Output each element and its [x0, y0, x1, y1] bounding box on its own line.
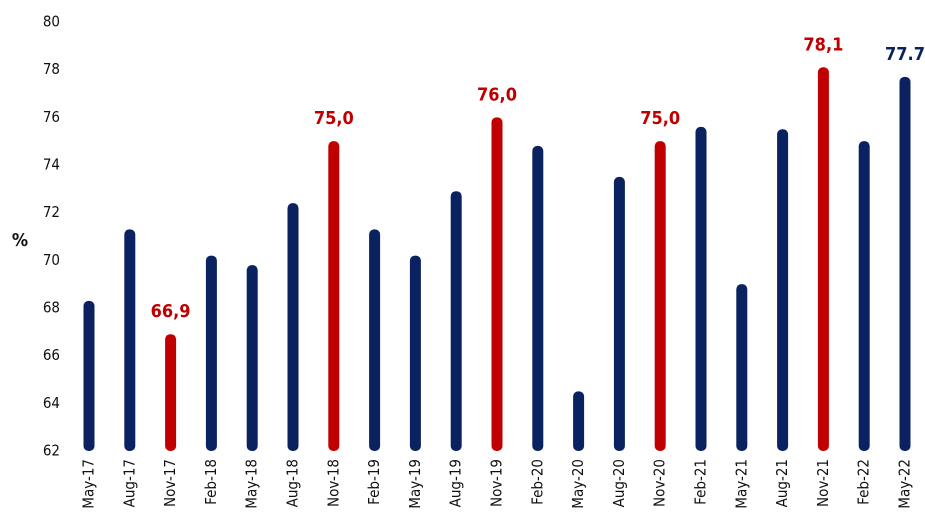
value-label: 78,1 [803, 34, 843, 55]
bar [369, 229, 381, 451]
x-tick-label: May-22 [896, 459, 914, 509]
bar [450, 191, 462, 451]
y-tick-label: 64 [43, 394, 60, 412]
x-tick-label: Nov-21 [814, 459, 832, 507]
bar [165, 334, 177, 451]
x-tick-label: May-20 [569, 459, 587, 509]
y-tick-label: 80 [43, 13, 60, 31]
x-tick-label: Nov-18 [324, 459, 342, 507]
bar [817, 67, 829, 452]
y-tick-label: 76 [43, 108, 60, 126]
x-tick-label: May-19 [406, 459, 424, 509]
y-tick-label: 70 [43, 251, 60, 269]
bar [613, 176, 625, 451]
bar [287, 203, 299, 451]
bar [777, 129, 789, 451]
bar [205, 255, 217, 451]
bar [858, 141, 870, 451]
x-tick-label: May-18 [243, 459, 261, 509]
bar [695, 126, 707, 451]
x-tick-label: Feb-18 [202, 459, 220, 505]
x-tick-label: Feb-21 [692, 459, 710, 505]
bar [409, 255, 421, 451]
x-tick-label: Nov-20 [651, 459, 669, 507]
x-tick-label: Nov-19 [488, 459, 506, 507]
y-tick-label: 74 [43, 156, 60, 174]
bar [532, 145, 544, 451]
bar [246, 265, 258, 451]
value-label: 75,0 [640, 108, 680, 129]
value-label: 75,0 [314, 108, 354, 129]
x-tick-label: Feb-22 [855, 459, 873, 505]
y-tick-label: 62 [43, 442, 60, 460]
x-tick-label: May-21 [732, 459, 750, 509]
x-tick-label: Aug-21 [773, 459, 791, 507]
x-tick-label: May-17 [80, 459, 98, 509]
y-axis-label: % [12, 230, 28, 251]
bar [328, 141, 340, 451]
value-label: 76,0 [477, 84, 517, 105]
y-tick-label: 78 [43, 60, 60, 78]
bar [899, 76, 911, 452]
bar [124, 229, 136, 451]
x-tick-label: Feb-19 [365, 459, 383, 505]
bar [573, 391, 585, 451]
x-tick-label: Feb-20 [528, 459, 546, 505]
value-label: 66,9 [151, 301, 191, 322]
y-tick-label: 66 [43, 346, 60, 364]
y-tick-label: 72 [43, 203, 60, 221]
y-tick-label: 68 [43, 299, 60, 317]
x-tick-label: Aug-20 [610, 459, 628, 507]
value-label: 77.7 [885, 44, 925, 65]
bar [83, 300, 95, 451]
bar [736, 284, 748, 451]
bar [654, 141, 666, 451]
x-tick-label: Nov-17 [161, 459, 179, 507]
x-tick-label: Aug-18 [284, 459, 302, 507]
x-tick-label: Aug-19 [447, 459, 465, 507]
x-tick-label: Aug-17 [120, 459, 138, 507]
bar [491, 117, 503, 451]
